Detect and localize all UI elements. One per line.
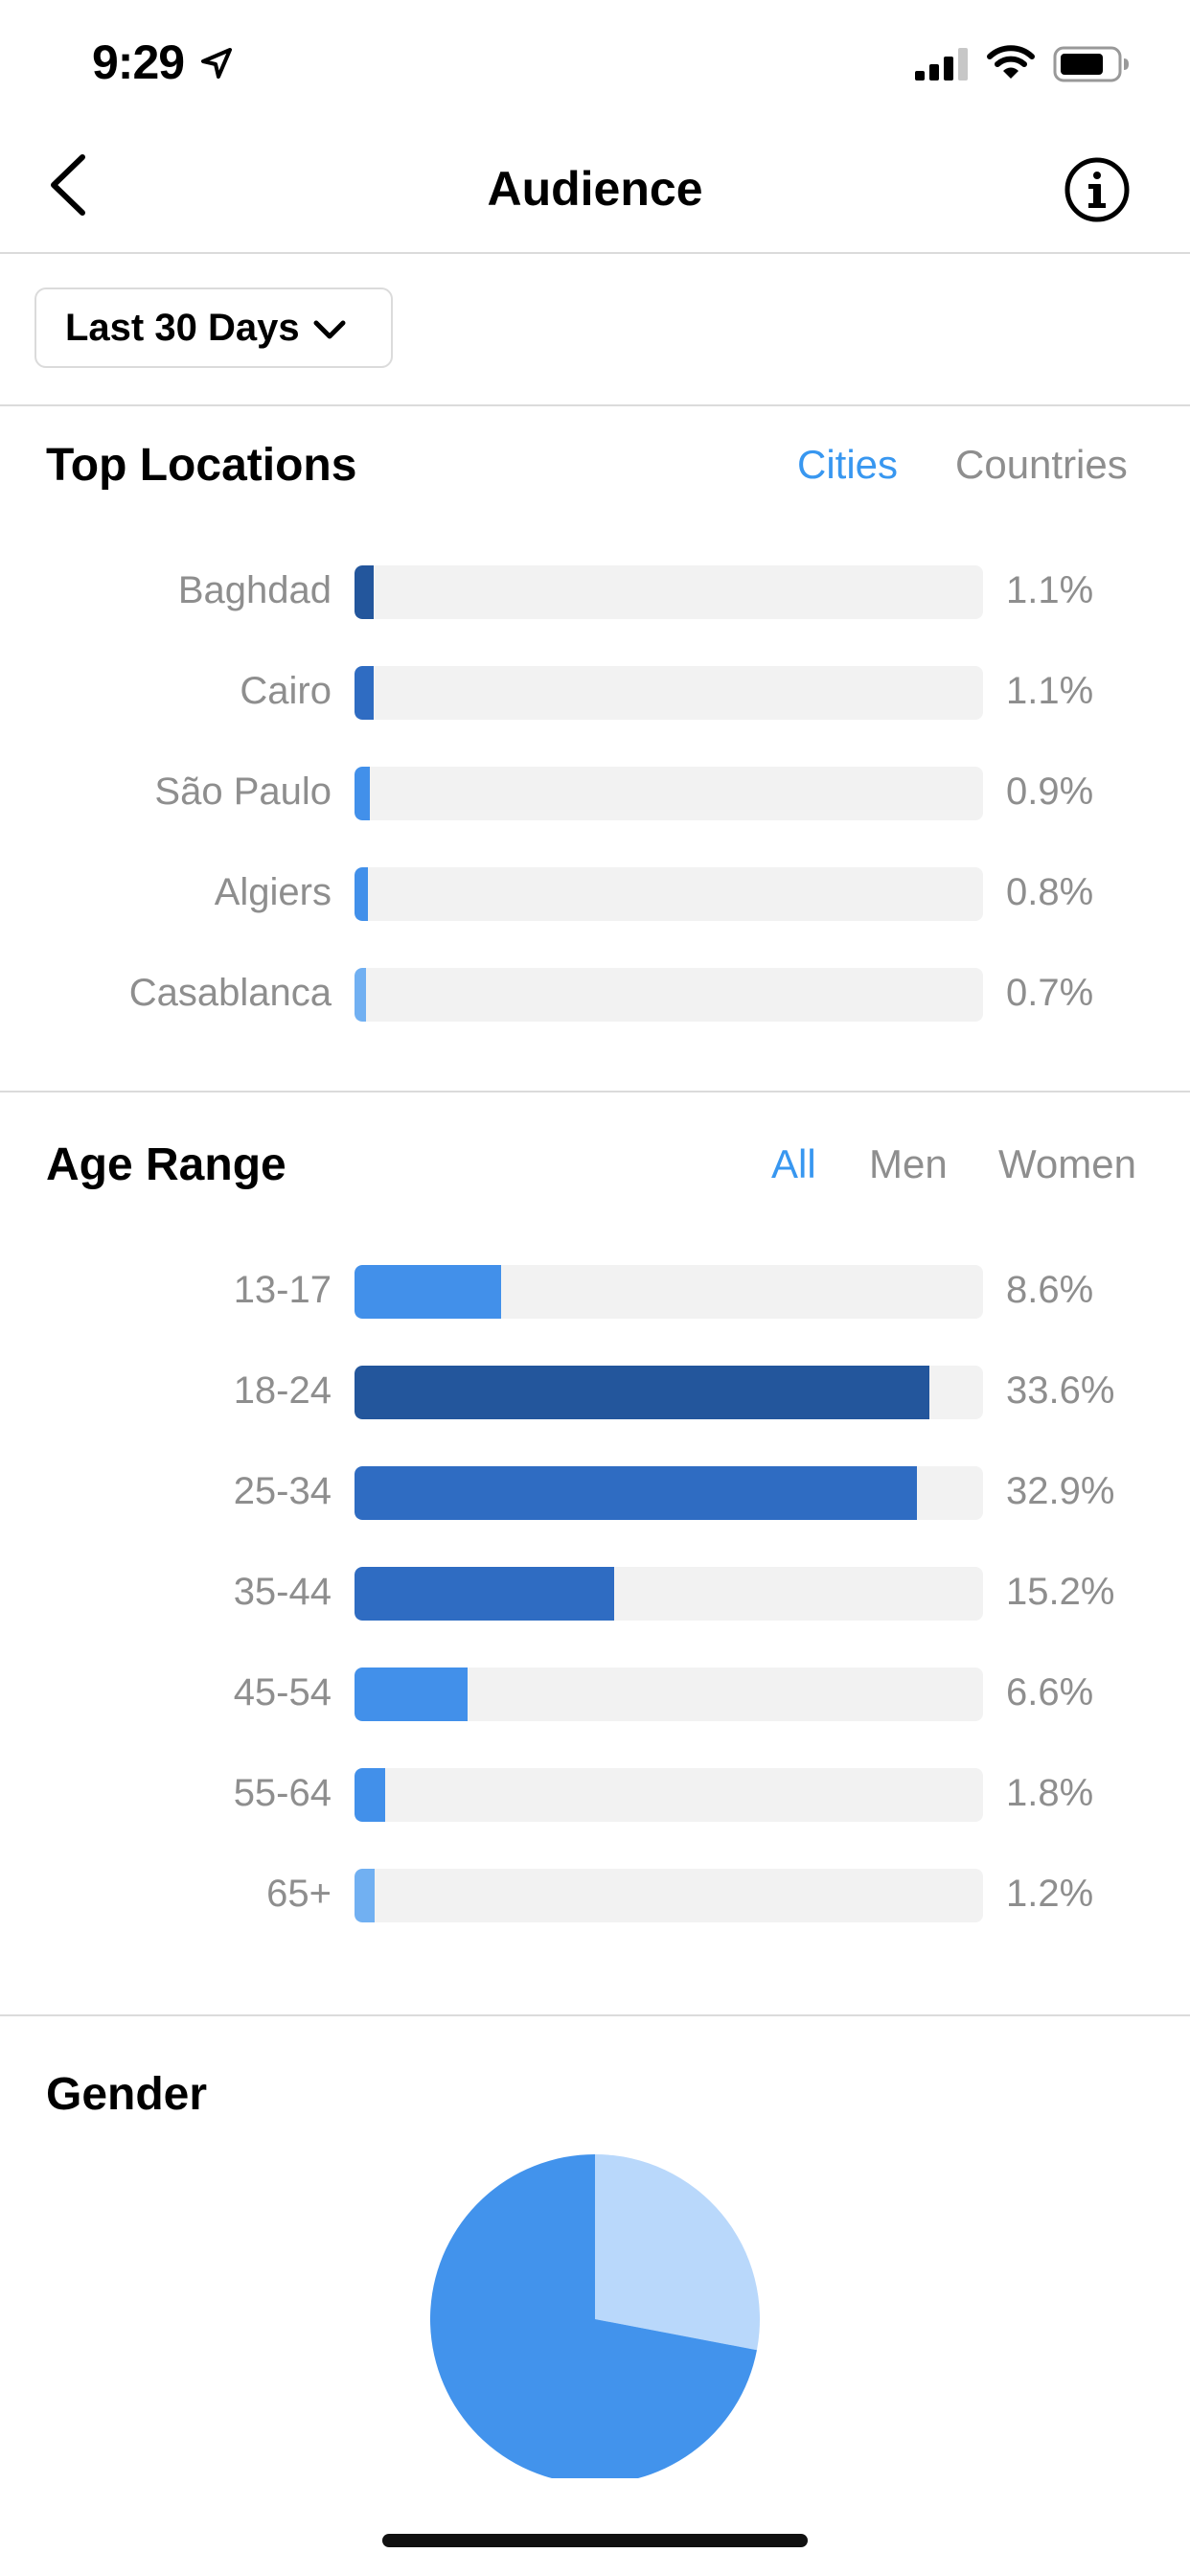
date-range-dropdown[interactable]: Last 30 Days [34, 288, 393, 368]
signal-icon [915, 48, 968, 80]
bar-track [355, 767, 983, 820]
date-range-label: Last 30 Days [65, 306, 300, 349]
bar-value: 8.6% [1006, 1269, 1094, 1311]
bar-label: Cairo [240, 670, 332, 712]
page-title: Audience [487, 162, 703, 216]
bar-value: 6.6% [1006, 1671, 1094, 1714]
top-locations-title: Top Locations [46, 440, 357, 491]
tab-men[interactable]: Men [869, 1141, 948, 1186]
bar-fill [355, 1869, 375, 1922]
bar-label: 25-34 [233, 1470, 332, 1512]
home-indicator [382, 2534, 808, 2547]
bar-label: 13-17 [233, 1269, 332, 1311]
tab-all[interactable]: All [771, 1141, 816, 1186]
bar-fill [355, 565, 374, 619]
bar-value: 1.1% [1006, 670, 1094, 712]
bar-value: 1.8% [1006, 1772, 1094, 1814]
location-arrow-icon [201, 48, 232, 79]
bar-fill [355, 1366, 929, 1419]
bar-value: 15.2% [1006, 1571, 1115, 1613]
bar-label: 35-44 [233, 1571, 332, 1613]
tab-cities[interactable]: Cities [797, 442, 899, 487]
bar-value: 0.9% [1006, 770, 1094, 813]
pie-slice-1 [429, 2154, 757, 2478]
bar-fill [355, 767, 370, 820]
bar-fill [355, 1265, 501, 1319]
wifi-icon [987, 45, 1035, 79]
battery-icon [1053, 46, 1129, 82]
bar-track [355, 1466, 983, 1520]
bar-track [355, 1366, 983, 1419]
pie-slice-0 [595, 2154, 760, 2351]
bar-label: São Paulo [154, 770, 332, 813]
bar-value: 1.2% [1006, 1873, 1094, 1915]
bar-label: Casablanca [128, 972, 332, 1014]
back-chevron-icon[interactable] [46, 153, 90, 217]
bar-track [355, 565, 983, 619]
age-divider [0, 2014, 1190, 2016]
bar-fill [355, 968, 366, 1022]
bar-track [355, 1768, 983, 1822]
bar-track [355, 666, 983, 720]
bar-track [355, 1567, 983, 1621]
bar-track [355, 1869, 983, 1922]
bar-value: 1.1% [1006, 569, 1094, 611]
age-range-title: Age Range [46, 1139, 286, 1190]
bar-value: 0.7% [1006, 972, 1094, 1014]
bar-track [355, 968, 983, 1022]
locations-divider [0, 1091, 1190, 1092]
bar-fill [355, 666, 374, 720]
bar-label: 45-54 [233, 1671, 332, 1714]
bar-value: 32.9% [1006, 1470, 1115, 1512]
filter-divider [0, 404, 1190, 406]
bar-track [355, 1668, 983, 1721]
bar-value: 33.6% [1006, 1369, 1115, 1412]
bar-label: Algiers [214, 871, 332, 913]
bar-track [355, 1265, 983, 1319]
chevron-down-icon [313, 320, 346, 339]
bar-fill [355, 1668, 468, 1721]
bar-label: Baghdad [177, 569, 332, 611]
bar-fill [355, 1567, 614, 1621]
bar-label: 55-64 [233, 1772, 332, 1814]
bar-label: 65+ [266, 1873, 332, 1915]
tab-countries[interactable]: Countries [955, 442, 1128, 487]
info-icon[interactable] [1064, 156, 1131, 223]
status-time: 9:29 [92, 35, 185, 89]
gender-title: Gender [46, 2069, 208, 2120]
bar-fill [355, 1466, 917, 1520]
bar-value: 0.8% [1006, 871, 1094, 913]
bar-label: 18-24 [233, 1369, 332, 1412]
bar-track [355, 867, 983, 921]
bar-fill [355, 1768, 385, 1822]
gender-pie-chart [429, 2154, 760, 2478]
bar-fill [355, 867, 368, 921]
tab-women[interactable]: Women [998, 1141, 1136, 1186]
header-divider [0, 252, 1190, 254]
